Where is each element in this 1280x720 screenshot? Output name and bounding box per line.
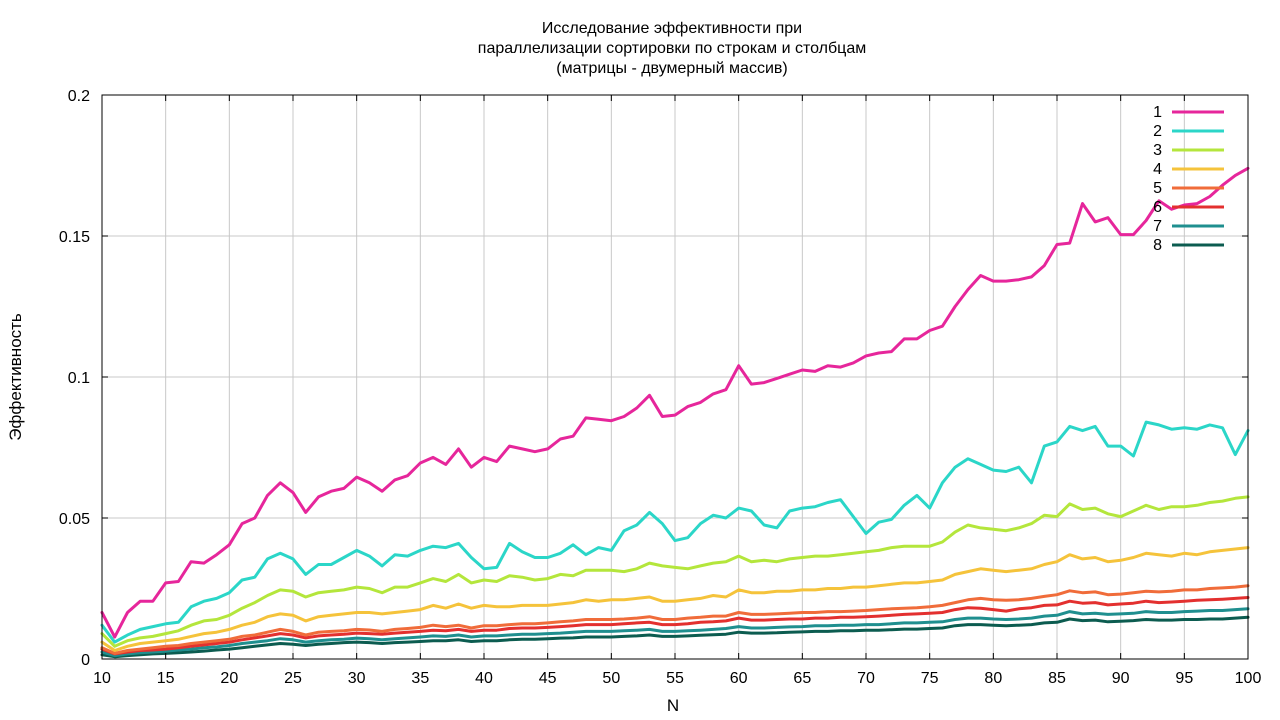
x-tick-labels: 10 15 20 25 30 35 40 45 50 55 60 65 70 75 80 85 90 95 100: [93, 670, 1261, 687]
legend-label-8: 8: [1153, 237, 1162, 254]
y-tick-labels: 0 0.05 0.1 0.15 0.2: [59, 88, 90, 669]
y-tick-label: 0: [81, 652, 90, 669]
y-tick-label: 0.05: [59, 511, 90, 528]
x-tick-label: 30: [348, 670, 366, 687]
x-tick-label: 55: [666, 670, 684, 687]
chart-title-line-3: (матрицы - двумерный массив): [556, 60, 787, 77]
y-tick-label: 0.2: [68, 88, 90, 105]
legend-label-6: 6: [1153, 199, 1162, 216]
chart-title-line-2: параллелизации сортировки по строкам и с…: [478, 40, 866, 57]
x-axis-label: N: [667, 696, 679, 715]
x-tick-label: 80: [984, 670, 1002, 687]
legend-label-1: 1: [1153, 104, 1162, 121]
y-tick-label: 0.15: [59, 229, 90, 246]
series-line-5: [100, 584, 1250, 655]
x-tick-label: 85: [1048, 670, 1066, 687]
y-tick-label: 0.1: [68, 370, 90, 387]
x-tick-label: 25: [284, 670, 302, 687]
series-line-8: [100, 615, 1250, 659]
legend-label-5: 5: [1153, 180, 1162, 197]
series-lines: [100, 166, 1250, 659]
series-line-7: [100, 607, 1250, 658]
x-tick-label: 15: [157, 670, 175, 687]
legend-label-7: 7: [1153, 218, 1162, 235]
x-tick-label: 50: [602, 670, 620, 687]
series-line-2: [100, 420, 1250, 644]
x-tick-label: 70: [857, 670, 875, 687]
x-tick-label: 65: [793, 670, 811, 687]
x-tick-label: 95: [1175, 670, 1193, 687]
chart-title-line-1: Исследование эффективности при: [542, 20, 802, 37]
series-line-6: [100, 596, 1250, 656]
legend-label-3: 3: [1153, 142, 1162, 159]
series-line-4: [100, 546, 1250, 652]
axis-ticks: [101, 94, 1249, 660]
x-tick-label: 75: [921, 670, 939, 687]
x-tick-label: 60: [730, 670, 748, 687]
x-tick-label: 40: [475, 670, 493, 687]
series-line-1: [100, 166, 1250, 639]
series-line-3: [100, 495, 1250, 648]
grid-lines: [102, 95, 1248, 659]
x-tick-label: 90: [1112, 670, 1130, 687]
y-axis-label: Эффективность: [6, 313, 25, 441]
legend-label-4: 4: [1153, 161, 1162, 178]
x-tick-label: 45: [539, 670, 557, 687]
chart-title: Исследование эффективности при параллели…: [478, 20, 866, 77]
legend: 1 2 3 4 5 6 7 8: [1153, 104, 1224, 254]
x-tick-label: 20: [220, 670, 238, 687]
x-tick-label: 100: [1235, 670, 1262, 687]
x-tick-label: 35: [411, 670, 429, 687]
legend-label-2: 2: [1153, 123, 1162, 140]
x-tick-label: 10: [93, 670, 111, 687]
